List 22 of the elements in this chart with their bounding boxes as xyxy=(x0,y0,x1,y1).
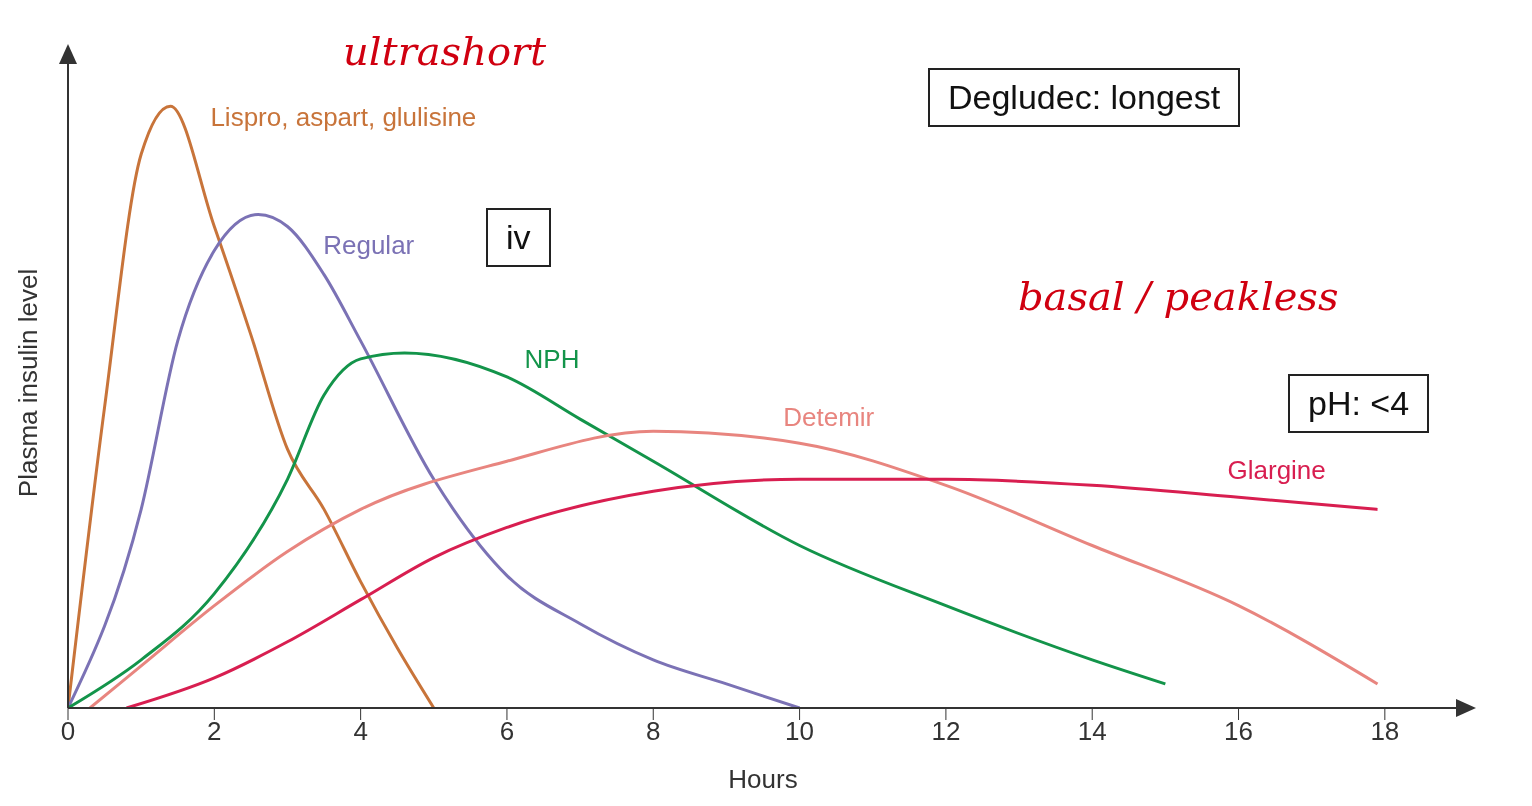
x-tick-label: 12 xyxy=(931,716,961,747)
x-tick-label: 18 xyxy=(1370,716,1400,747)
annotation: pH: <4 xyxy=(1288,374,1430,433)
x-tick-label: 16 xyxy=(1224,716,1253,747)
text: ultrashort xyxy=(343,28,547,74)
x-axis-title: Hours xyxy=(728,764,798,794)
y-axis-title: Plasma insulin level xyxy=(13,268,44,498)
series-label: Lispro, aspart, glulisine xyxy=(210,102,477,133)
series-label: NPH xyxy=(524,343,580,374)
series-label: Detemir xyxy=(783,402,875,433)
x-tick-label: 4 xyxy=(353,716,368,747)
annotation: basal / peakless xyxy=(1018,273,1339,319)
x-tick-label: 0 xyxy=(60,716,76,747)
annotation: Degludec: longest xyxy=(928,68,1241,127)
annotation: iv xyxy=(486,208,551,267)
x-tick-label: 6 xyxy=(499,716,515,747)
series-label: Regular xyxy=(323,230,415,261)
x-tick-label: 14 xyxy=(1077,716,1107,747)
x-tick-label: 10 xyxy=(785,716,815,747)
x-tick-label: 2 xyxy=(207,716,222,747)
series-label: Glargine xyxy=(1227,455,1326,486)
x-tick-label: 8 xyxy=(646,716,661,747)
